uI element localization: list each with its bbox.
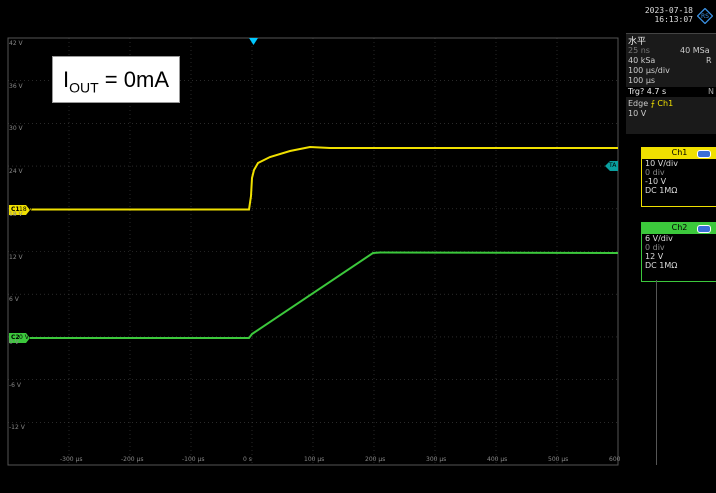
trigger-edge: Edge ⨍ Ch1 [628, 99, 674, 108]
horizontal-position: 100 µs [628, 76, 656, 85]
ch1-marker-label: C1 [11, 206, 20, 213]
x-axis-label: -300 µs [60, 456, 83, 463]
timestamp-date: 2023-07-18 [644, 6, 693, 15]
ch2-marker-y-label: 0 V [19, 334, 29, 341]
ch1-offset: -10 V [645, 177, 667, 186]
x-axis-label: 400 µs [487, 456, 508, 463]
y-axis-label: 30 V [9, 125, 23, 133]
time-per-div: 100 µs/div [628, 66, 670, 75]
x-axis-label: 600 µs [609, 456, 629, 463]
svg-text:RS: RS [701, 13, 709, 20]
y-axis-label: -12 V [9, 424, 25, 432]
x-axis-label: -200 µs [121, 456, 144, 463]
panel-divider [656, 280, 657, 465]
trigger-level-marker[interactable] [605, 161, 618, 171]
ch1-marker-y-label: 18 V [19, 206, 33, 213]
trigger-level-label: TA [609, 162, 617, 169]
horizontal-settings-panel[interactable]: 水平 25 ns 40 MSa 40 kSa R 100 µs/div 100 … [626, 33, 716, 134]
y-axis-label: -6 V [9, 381, 21, 389]
y-axis-label: 42 V [9, 40, 23, 47]
ch2-offset-marker[interactable] [9, 333, 30, 343]
timestamp: 2023-07-18 16:13:07 [641, 6, 693, 24]
y-axis-label: 12 V [9, 253, 23, 261]
timestamp-time: 16:13:07 [654, 15, 693, 24]
ch1-vdiv: 10 V/div [645, 159, 678, 168]
x-axis-label: 100 µs [304, 456, 325, 463]
x-axis-label: 0 s [243, 456, 252, 463]
x-axis-label: 500 µs [548, 456, 569, 463]
ch1-toggle-button[interactable] [697, 150, 711, 158]
ch1-offset-div: 0 div [645, 168, 665, 177]
ch1-settings-panel[interactable]: Ch1 10 V/div 0 div -10 V DC 1MΩ [641, 147, 716, 207]
ch1-coupling: DC 1MΩ [645, 186, 678, 195]
x-axis-label: 300 µs [426, 456, 447, 463]
ch2-header: Ch2 [642, 223, 716, 234]
ch2-vdiv: 6 V/div [645, 234, 673, 243]
y-axis-label: 24 V [9, 168, 23, 176]
output-current-annotation: IOUT = 0mA [52, 56, 180, 103]
sample-rate: 40 MSa [680, 46, 710, 55]
ch1-offset-marker[interactable] [9, 205, 30, 215]
trigger-position-marker[interactable] [249, 38, 258, 45]
horizontal-title: 水平 [628, 37, 647, 47]
rohde-schwarz-logo: RS [697, 8, 713, 24]
ch1-trace [30, 145, 618, 211]
ch2-toggle-button[interactable] [697, 225, 711, 233]
bottom-bar [0, 467, 716, 493]
y-axis-label: 6 V [9, 296, 19, 304]
y-axis-label: 18 V [9, 210, 23, 218]
record-length: 40 kSa [628, 56, 656, 65]
ch2-offset: 12 V [645, 252, 664, 261]
ch2-coupling: DC 1MΩ [645, 261, 678, 270]
resolution: 25 ns [628, 46, 650, 55]
record-suffix: R [706, 56, 712, 65]
ch2-settings-panel[interactable]: Ch2 6 V/div 0 div 12 V DC 1MΩ [641, 222, 716, 282]
ch2-offset-div: 0 div [645, 243, 665, 252]
ch2-marker-label: C2 [11, 334, 20, 341]
ch2-trace [30, 251, 619, 339]
x-axis-label: 200 µs [365, 456, 386, 463]
trigger-level: 10 V [628, 109, 647, 118]
ch1-header: Ch1 [642, 148, 716, 159]
x-axis-label: -100 µs [182, 456, 205, 463]
y-axis-label: 36 V [9, 82, 23, 90]
y-axis-label: 0 V [9, 338, 19, 346]
